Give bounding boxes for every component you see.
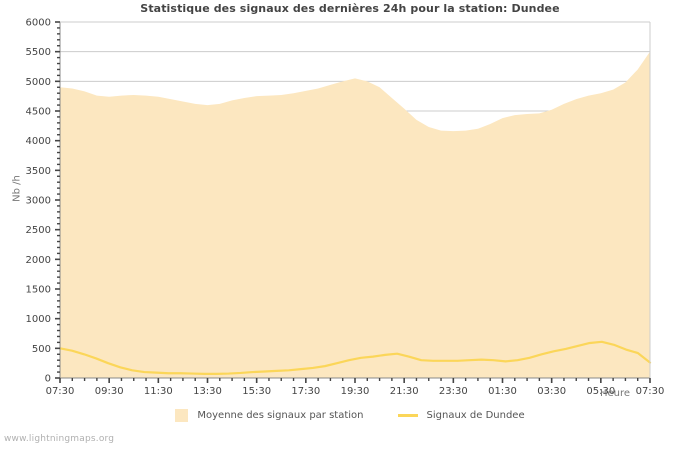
svg-text:13:30: 13:30 — [193, 386, 222, 397]
line-series-dundee — [58, 340, 652, 375]
svg-text:4000: 4000 — [26, 136, 51, 147]
svg-text:5500: 5500 — [26, 47, 51, 58]
svg-text:6000: 6000 — [26, 18, 51, 29]
chart-title: Statistique des signaux des dernières 24… — [140, 2, 560, 15]
svg-text:3500: 3500 — [26, 166, 51, 177]
legend-label-dundee: Signaux de Dundee — [426, 410, 525, 421]
legend-item-moyenne[interactable]: Moyenne des signaux par station — [175, 409, 364, 422]
y-axis-title: Nb /h — [11, 175, 23, 202]
svg-text:07:30: 07:30 — [46, 386, 75, 397]
svg-text:17:30: 17:30 — [291, 386, 320, 397]
svg-text:23:30: 23:30 — [439, 386, 468, 397]
svg-text:4500: 4500 — [26, 107, 51, 118]
y-axis-ticks: 0 500 1000 1500 2000 2500 3000 3500 4000 4500 5000… — [26, 18, 60, 385]
svg-text:03:30: 03:30 — [537, 386, 566, 397]
area-series-moyenne — [60, 51, 650, 379]
svg-text:21:30: 21:30 — [390, 386, 419, 397]
svg-text:2000: 2000 — [26, 255, 51, 266]
svg-text:09:30: 09:30 — [95, 386, 124, 397]
svg-text:3000: 3000 — [26, 196, 51, 207]
svg-text:07:30: 07:30 — [636, 386, 665, 397]
svg-text:1500: 1500 — [26, 285, 51, 296]
x-axis-title: Heure — [600, 388, 631, 399]
chart-legend: Moyenne des signaux par station Signaux … — [0, 409, 700, 422]
svg-text:05:30: 05:30 — [586, 386, 615, 397]
line-swatch-icon — [397, 414, 418, 417]
svg-text:11:30: 11:30 — [144, 386, 173, 397]
x-axis-ticks: 07:30 09:30 11:30 13:30 15:30 17:30 19:30 21:30… — [46, 378, 665, 397]
svg-text:0: 0 — [45, 374, 51, 385]
svg-text:01:30: 01:30 — [488, 386, 517, 397]
svg-text:2500: 2500 — [26, 225, 51, 236]
svg-text:1000: 1000 — [26, 314, 51, 325]
svg-text:19:30: 19:30 — [341, 386, 370, 397]
watermark: www.lightningmaps.org — [4, 434, 115, 444]
area-swatch-icon — [175, 409, 189, 422]
svg-text:500: 500 — [32, 344, 51, 355]
legend-label-moyenne: Moyenne des signaux par station — [197, 410, 364, 421]
svg-text:5000: 5000 — [26, 77, 51, 88]
svg-text:15:30: 15:30 — [242, 386, 271, 397]
legend-item-dundee[interactable]: Signaux de Dundee — [397, 410, 525, 421]
